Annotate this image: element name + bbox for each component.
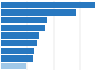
Bar	[1, 9, 76, 16]
Bar	[1, 63, 26, 69]
Bar	[1, 25, 45, 31]
Bar	[1, 48, 34, 54]
Bar	[1, 32, 39, 39]
Bar	[1, 17, 47, 23]
Bar	[1, 40, 37, 46]
Bar	[1, 2, 95, 8]
Bar	[1, 55, 33, 62]
